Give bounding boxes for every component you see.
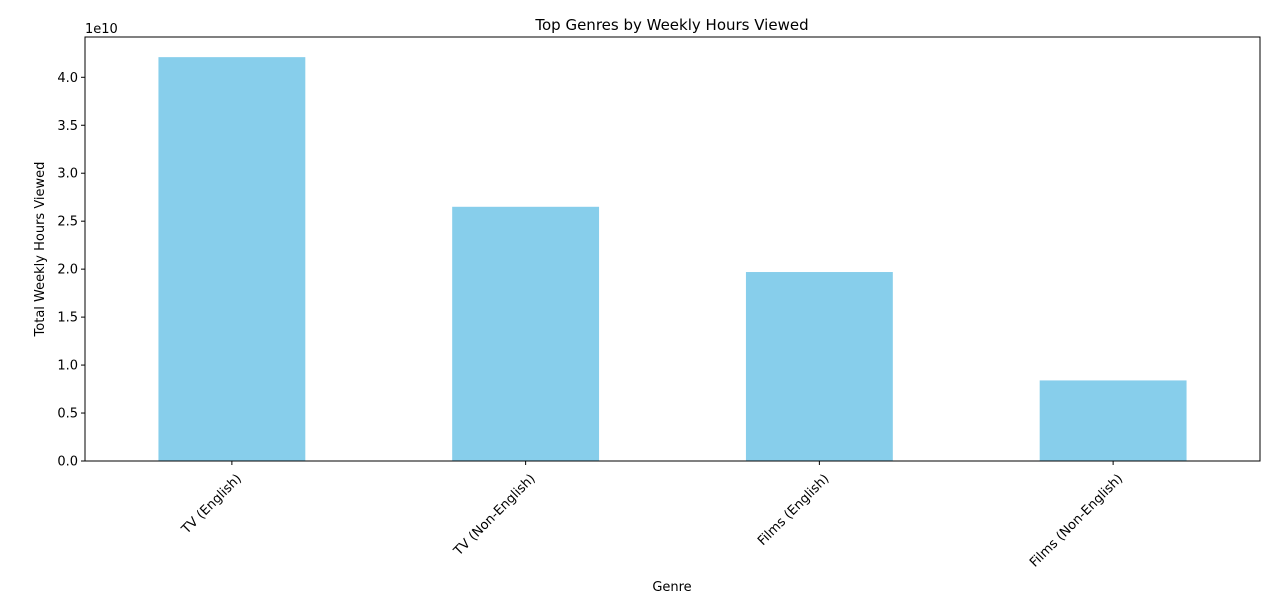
y-tick-label-3: 1.5: [57, 311, 78, 326]
y-tick-label-6: 3.0: [57, 167, 78, 182]
y-tick-label-8: 4.0: [57, 71, 78, 86]
bar-1: [452, 206, 600, 461]
bar-0: [158, 57, 306, 461]
bars-group: [158, 57, 1187, 461]
x-tick-label-1: TV (Non-English): [451, 471, 539, 559]
y-tick-label-4: 2.0: [57, 263, 78, 278]
y-tick-label-1: 0.5: [57, 407, 78, 422]
x-ticks-group: TV (English) TV (Non-English) Films (Engli…: [178, 461, 1126, 570]
x-axis-label: Genre: [652, 580, 691, 595]
y-tick-label-2: 1.0: [57, 359, 78, 374]
x-tick-label-0: TV (English): [178, 471, 245, 538]
chart-title: Top Genres by Weekly Hours Viewed: [534, 16, 808, 34]
y-tick-label-5: 2.5: [57, 215, 78, 230]
bar-3: [1039, 380, 1187, 461]
x-tick-label-2: Films (English): [755, 471, 832, 548]
y-ticks-group: 0.0 0.5 1.0 1.5 2.0 2.5 3.0 3.5 4.0: [57, 71, 85, 470]
y-tick-label-0: 0.0: [57, 455, 78, 470]
y-tick-label-7: 3.5: [57, 119, 78, 134]
y-axis-label: Total Weekly Hours Viewed: [33, 162, 48, 338]
x-tick-label-3: Films (Non-English): [1027, 471, 1126, 570]
plot-frame: [84, 36, 1261, 462]
y-axis-offset-label: 1e10: [85, 22, 118, 37]
bar-2: [745, 272, 893, 461]
